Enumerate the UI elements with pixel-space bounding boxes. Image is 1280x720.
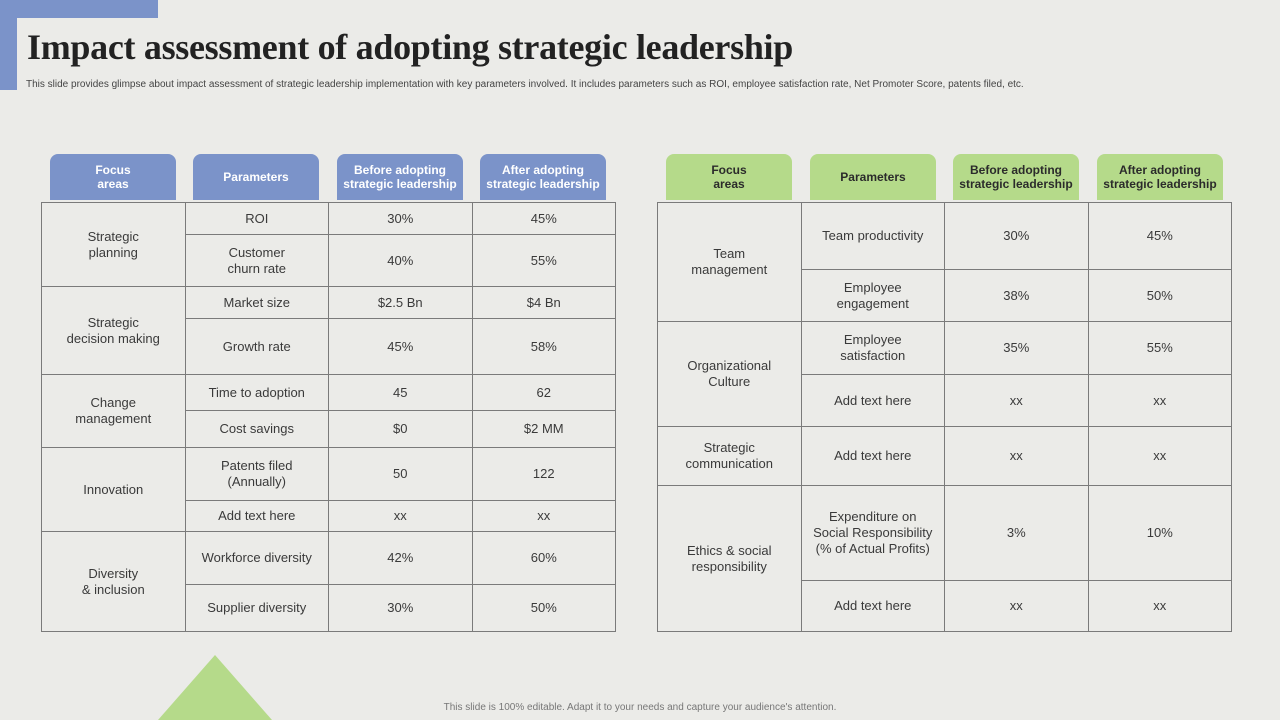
- before-value-cell: xx: [328, 500, 473, 532]
- table-row: Growth rate 45% 58%: [42, 318, 616, 375]
- page-title: Impact assessment of adopting strategic …: [27, 27, 793, 67]
- before-value-cell: 38%: [944, 269, 1089, 322]
- after-value-cell: xx: [1087, 426, 1232, 486]
- table-row: Organizational Culture Employee satisfact…: [657, 321, 1232, 427]
- parameter-cell: Add text here: [800, 426, 945, 486]
- before-value-cell: $2.5 Bn: [328, 286, 473, 319]
- after-value-cell: 55%: [1087, 321, 1232, 375]
- table-row: Supplier diversity 30% 50%: [42, 584, 616, 632]
- table-row: Customer churn rate 40% 55%: [42, 234, 616, 287]
- table-row: Change management Time to adoption 45 62: [41, 374, 616, 448]
- after-value-cell: 10%: [1087, 485, 1232, 581]
- before-value-cell: xx: [944, 374, 1089, 427]
- after-value-cell: 50%: [1087, 269, 1232, 322]
- after-value-cell: 55%: [471, 234, 616, 287]
- after-value-cell: xx: [1087, 374, 1232, 427]
- table-row: Strategic planning ROI 30% 45%: [41, 202, 616, 287]
- footer-note: This slide is 100% editable. Adapt it to…: [443, 702, 837, 713]
- header-parameters: Parameters: [810, 154, 936, 200]
- header-after: After adopting strategic leadership: [480, 154, 606, 200]
- table-row: Team management Team productivity 30% 45%: [657, 202, 1232, 322]
- before-value-cell: xx: [944, 580, 1089, 632]
- before-value-cell: 45: [328, 374, 473, 411]
- table-row: Add text here xx xx: [658, 580, 1232, 632]
- table-row: Add text here xx xx: [42, 500, 616, 532]
- focus-area-cell: Strategic planning: [41, 202, 186, 287]
- table-row: Innovation Patents filed (Annually) 50 122: [41, 447, 616, 532]
- parameter-cell: Expenditure on Social Responsibility (% …: [800, 485, 945, 581]
- parameter-cell: Add text here: [800, 580, 945, 632]
- focus-area-cell: Innovation: [41, 447, 186, 532]
- parameter-cell: Growth rate: [184, 318, 329, 375]
- parameter-cell: Team productivity: [800, 202, 945, 270]
- after-value-cell: 45%: [1087, 202, 1232, 270]
- table-row: Strategic decision making Market size $2.5…: [41, 286, 616, 375]
- before-value-cell: $0: [328, 410, 473, 448]
- table-row: Add text here xx xx: [658, 374, 1232, 427]
- after-value-cell: $4 Bn: [471, 286, 616, 319]
- after-value-cell: xx: [1087, 580, 1232, 632]
- before-value-cell: 35%: [944, 321, 1089, 375]
- decorative-bar-top: [0, 0, 158, 18]
- decorative-triangle: [158, 655, 272, 720]
- focus-area-cell: Strategic communication: [657, 426, 802, 486]
- header-focus-areas: Focus areas: [666, 154, 792, 200]
- before-value-cell: 30%: [944, 202, 1089, 270]
- after-value-cell: 122: [471, 447, 616, 501]
- header-focus-areas: Focus areas: [50, 154, 176, 200]
- header-before: Before adopting strategic leadership: [337, 154, 463, 200]
- focus-area-cell: Diversity & inclusion: [41, 531, 186, 632]
- parameter-cell: Cost savings: [184, 410, 329, 448]
- parameter-cell: Add text here: [184, 500, 329, 532]
- parameter-cell: Employee engagement: [800, 269, 945, 322]
- before-value-cell: 45%: [328, 318, 473, 375]
- before-value-cell: xx: [944, 426, 1089, 486]
- decorative-bar-left: [0, 0, 17, 90]
- parameter-cell: Time to adoption: [184, 374, 329, 411]
- after-value-cell: 45%: [471, 202, 616, 235]
- focus-area-cell: Change management: [41, 374, 186, 448]
- parameter-cell: Workforce diversity: [184, 531, 329, 585]
- before-value-cell: 42%: [328, 531, 473, 585]
- focus-area-cell: Ethics & social responsibility: [657, 485, 802, 632]
- header-after: After adopting strategic leadership: [1097, 154, 1223, 200]
- parameter-cell: Market size: [184, 286, 329, 319]
- focus-area-cell: Team management: [657, 202, 802, 322]
- parameter-cell: Patents filed (Annually): [184, 447, 329, 501]
- after-value-cell: 60%: [471, 531, 616, 585]
- parameter-cell: Customer churn rate: [184, 234, 329, 287]
- after-value-cell: 58%: [471, 318, 616, 375]
- focus-area-cell: Organizational Culture: [657, 321, 802, 427]
- table-row: Strategic communication Add text here xx xx: [657, 426, 1232, 486]
- after-value-cell: $2 MM: [471, 410, 616, 448]
- table-row: Employee engagement 38% 50%: [658, 269, 1232, 322]
- focus-area-cell: Strategic decision making: [41, 286, 186, 375]
- parameter-cell: ROI: [184, 202, 329, 235]
- parameter-cell: Add text here: [800, 374, 945, 427]
- header-parameters: Parameters: [193, 154, 319, 200]
- table-row: Cost savings $0 $2 MM: [42, 410, 616, 448]
- after-value-cell: xx: [471, 500, 616, 532]
- parameter-cell: Supplier diversity: [184, 584, 329, 632]
- before-value-cell: 50: [328, 447, 473, 501]
- header-before: Before adopting strategic leadership: [953, 154, 1079, 200]
- before-value-cell: 30%: [328, 584, 473, 632]
- after-value-cell: 62: [471, 374, 616, 411]
- before-value-cell: 3%: [944, 485, 1089, 581]
- impact-table-right: Team management Team productivity 30% 45% Em…: [657, 202, 1232, 632]
- table-row: Diversity & inclusion Workforce diversity…: [41, 531, 616, 632]
- before-value-cell: 30%: [328, 202, 473, 235]
- impact-table-left: Strategic planning ROI 30% 45% Customer chur…: [41, 202, 616, 632]
- page-subtitle: This slide provides glimpse about impact…: [26, 79, 1024, 90]
- table-row: Ethics & social responsibility Expenditur…: [657, 485, 1232, 632]
- before-value-cell: 40%: [328, 234, 473, 287]
- after-value-cell: 50%: [471, 584, 616, 632]
- parameter-cell: Employee satisfaction: [800, 321, 945, 375]
